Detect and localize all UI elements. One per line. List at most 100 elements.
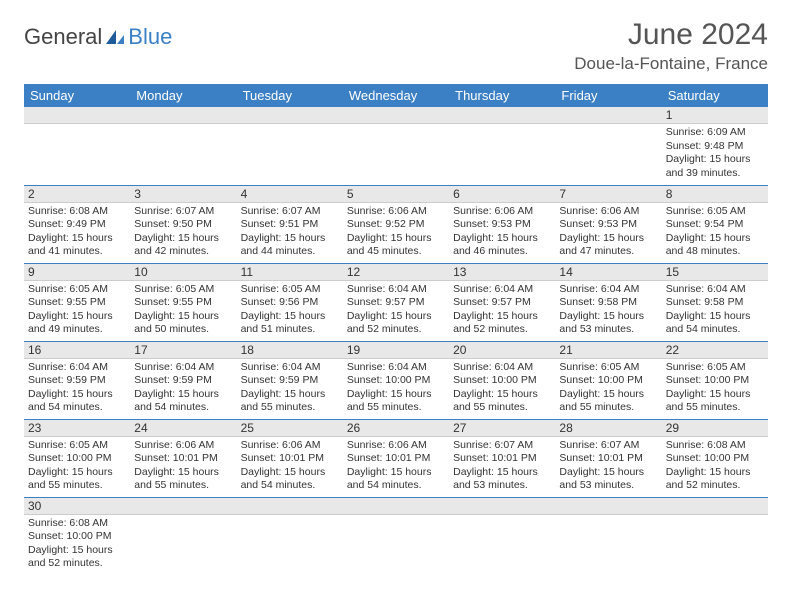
day-body: Sunrise: 6:06 AMSunset: 9:52 PMDaylight:…	[343, 203, 449, 262]
day-body: Sunrise: 6:09 AMSunset: 9:48 PMDaylight:…	[662, 124, 768, 183]
calendar-day-cell: 5Sunrise: 6:06 AMSunset: 9:52 PMDaylight…	[343, 185, 449, 263]
sunrise-text: Sunrise: 6:07 AM	[241, 205, 339, 219]
calendar-day-cell	[237, 497, 343, 575]
day-number: 2	[24, 186, 130, 203]
day-body: Sunrise: 6:07 AMSunset: 10:01 PMDaylight…	[449, 437, 555, 496]
calendar-week-row: 30Sunrise: 6:08 AMSunset: 10:00 PMDaylig…	[24, 497, 768, 575]
header: General Blue June 2024 Doue-la-Fontaine,…	[24, 18, 768, 74]
calendar-day-cell: 24Sunrise: 6:06 AMSunset: 10:01 PMDaylig…	[130, 419, 236, 497]
calendar-day-cell: 26Sunrise: 6:06 AMSunset: 10:01 PMDaylig…	[343, 419, 449, 497]
calendar-day-cell	[237, 107, 343, 185]
sunrise-text: Sunrise: 6:05 AM	[28, 439, 126, 453]
day-body: Sunrise: 6:07 AMSunset: 10:01 PMDaylight…	[555, 437, 661, 496]
daylight-text: Daylight: 15 hours and 50 minutes.	[134, 310, 232, 337]
day-body: Sunrise: 6:04 AMSunset: 10:00 PMDaylight…	[343, 359, 449, 418]
sunset-text: Sunset: 9:53 PM	[559, 218, 657, 232]
calendar-day-cell: 16Sunrise: 6:04 AMSunset: 9:59 PMDayligh…	[24, 341, 130, 419]
day-body: Sunrise: 6:04 AMSunset: 9:59 PMDaylight:…	[237, 359, 343, 418]
sunrise-text: Sunrise: 6:08 AM	[28, 517, 126, 531]
title-block: June 2024 Doue-la-Fontaine, France	[574, 18, 768, 74]
day-body	[237, 515, 343, 519]
sunrise-text: Sunrise: 6:08 AM	[666, 439, 764, 453]
daylight-text: Daylight: 15 hours and 44 minutes.	[241, 232, 339, 259]
daylight-text: Daylight: 15 hours and 49 minutes.	[28, 310, 126, 337]
day-body: Sunrise: 6:08 AMSunset: 9:49 PMDaylight:…	[24, 203, 130, 262]
daylight-text: Daylight: 15 hours and 55 minutes.	[347, 388, 445, 415]
sunset-text: Sunset: 10:01 PM	[347, 452, 445, 466]
calendar-day-cell	[555, 107, 661, 185]
day-number: 21	[555, 342, 661, 359]
sunrise-text: Sunrise: 6:06 AM	[559, 205, 657, 219]
day-number-bar	[130, 498, 236, 515]
day-number: 24	[130, 420, 236, 437]
sunset-text: Sunset: 9:59 PM	[28, 374, 126, 388]
day-body: Sunrise: 6:04 AMSunset: 10:00 PMDaylight…	[449, 359, 555, 418]
sunrise-text: Sunrise: 6:04 AM	[134, 361, 232, 375]
day-body	[130, 515, 236, 519]
daylight-text: Daylight: 15 hours and 52 minutes.	[347, 310, 445, 337]
day-number: 20	[449, 342, 555, 359]
location-text: Doue-la-Fontaine, France	[574, 54, 768, 74]
sunset-text: Sunset: 10:00 PM	[453, 374, 551, 388]
calendar-day-cell	[130, 107, 236, 185]
sunset-text: Sunset: 9:58 PM	[666, 296, 764, 310]
day-number: 5	[343, 186, 449, 203]
calendar-day-cell: 27Sunrise: 6:07 AMSunset: 10:01 PMDaylig…	[449, 419, 555, 497]
daylight-text: Daylight: 15 hours and 51 minutes.	[241, 310, 339, 337]
day-number: 15	[662, 264, 768, 281]
day-body	[130, 124, 236, 128]
sunset-text: Sunset: 9:55 PM	[28, 296, 126, 310]
daylight-text: Daylight: 15 hours and 46 minutes.	[453, 232, 551, 259]
sunrise-text: Sunrise: 6:04 AM	[453, 361, 551, 375]
day-number: 13	[449, 264, 555, 281]
day-body	[24, 124, 130, 128]
sunset-text: Sunset: 10:00 PM	[666, 374, 764, 388]
calendar-day-cell: 10Sunrise: 6:05 AMSunset: 9:55 PMDayligh…	[130, 263, 236, 341]
daylight-text: Daylight: 15 hours and 55 minutes.	[241, 388, 339, 415]
daylight-text: Daylight: 15 hours and 52 minutes.	[28, 544, 126, 571]
sunrise-text: Sunrise: 6:05 AM	[666, 361, 764, 375]
calendar-day-cell: 20Sunrise: 6:04 AMSunset: 10:00 PMDaylig…	[449, 341, 555, 419]
day-number-bar	[130, 107, 236, 124]
weekday-header: Thursday	[449, 84, 555, 107]
day-number: 12	[343, 264, 449, 281]
calendar-week-row: 9Sunrise: 6:05 AMSunset: 9:55 PMDaylight…	[24, 263, 768, 341]
calendar-day-cell: 23Sunrise: 6:05 AMSunset: 10:00 PMDaylig…	[24, 419, 130, 497]
calendar-day-cell: 30Sunrise: 6:08 AMSunset: 10:00 PMDaylig…	[24, 497, 130, 575]
sunrise-text: Sunrise: 6:05 AM	[28, 283, 126, 297]
calendar-week-row: 16Sunrise: 6:04 AMSunset: 9:59 PMDayligh…	[24, 341, 768, 419]
day-body: Sunrise: 6:05 AMSunset: 9:54 PMDaylight:…	[662, 203, 768, 262]
weekday-header: Tuesday	[237, 84, 343, 107]
sunset-text: Sunset: 9:59 PM	[134, 374, 232, 388]
daylight-text: Daylight: 15 hours and 52 minutes.	[453, 310, 551, 337]
sunset-text: Sunset: 10:00 PM	[559, 374, 657, 388]
day-number: 19	[343, 342, 449, 359]
day-body: Sunrise: 6:04 AMSunset: 9:59 PMDaylight:…	[130, 359, 236, 418]
sunset-text: Sunset: 10:00 PM	[347, 374, 445, 388]
logo-text-blue: Blue	[128, 24, 172, 50]
calendar-day-cell: 25Sunrise: 6:06 AMSunset: 10:01 PMDaylig…	[237, 419, 343, 497]
calendar-day-cell: 1Sunrise: 6:09 AMSunset: 9:48 PMDaylight…	[662, 107, 768, 185]
calendar-day-cell	[449, 107, 555, 185]
calendar-day-cell: 3Sunrise: 6:07 AMSunset: 9:50 PMDaylight…	[130, 185, 236, 263]
day-body: Sunrise: 6:07 AMSunset: 9:50 PMDaylight:…	[130, 203, 236, 262]
day-number: 23	[24, 420, 130, 437]
daylight-text: Daylight: 15 hours and 54 minutes.	[666, 310, 764, 337]
sunrise-text: Sunrise: 6:09 AM	[666, 126, 764, 140]
sunset-text: Sunset: 9:59 PM	[241, 374, 339, 388]
daylight-text: Daylight: 15 hours and 53 minutes.	[453, 466, 551, 493]
calendar-day-cell: 4Sunrise: 6:07 AMSunset: 9:51 PMDaylight…	[237, 185, 343, 263]
day-number: 22	[662, 342, 768, 359]
day-number: 3	[130, 186, 236, 203]
sunrise-text: Sunrise: 6:07 AM	[559, 439, 657, 453]
sunrise-text: Sunrise: 6:04 AM	[559, 283, 657, 297]
day-number: 10	[130, 264, 236, 281]
weekday-header-row: Sunday Monday Tuesday Wednesday Thursday…	[24, 84, 768, 107]
calendar-day-cell	[343, 497, 449, 575]
day-number-bar	[343, 107, 449, 124]
day-body: Sunrise: 6:05 AMSunset: 10:00 PMDaylight…	[24, 437, 130, 496]
calendar-day-cell: 11Sunrise: 6:05 AMSunset: 9:56 PMDayligh…	[237, 263, 343, 341]
day-body: Sunrise: 6:05 AMSunset: 10:00 PMDaylight…	[662, 359, 768, 418]
day-body: Sunrise: 6:05 AMSunset: 9:55 PMDaylight:…	[130, 281, 236, 340]
day-body: Sunrise: 6:06 AMSunset: 9:53 PMDaylight:…	[555, 203, 661, 262]
